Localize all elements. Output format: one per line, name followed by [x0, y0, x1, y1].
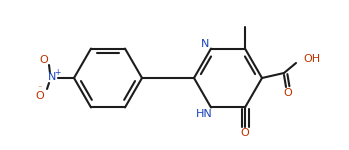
Text: HN: HN	[196, 110, 213, 119]
Text: O: O	[284, 88, 292, 98]
Text: +: +	[54, 68, 61, 77]
Text: N: N	[201, 39, 209, 49]
Text: N: N	[48, 72, 56, 82]
Text: O: O	[240, 128, 250, 138]
Text: OH: OH	[303, 54, 320, 64]
Text: ⁻: ⁻	[38, 84, 42, 93]
Text: O: O	[40, 55, 49, 65]
Text: O: O	[36, 91, 44, 101]
